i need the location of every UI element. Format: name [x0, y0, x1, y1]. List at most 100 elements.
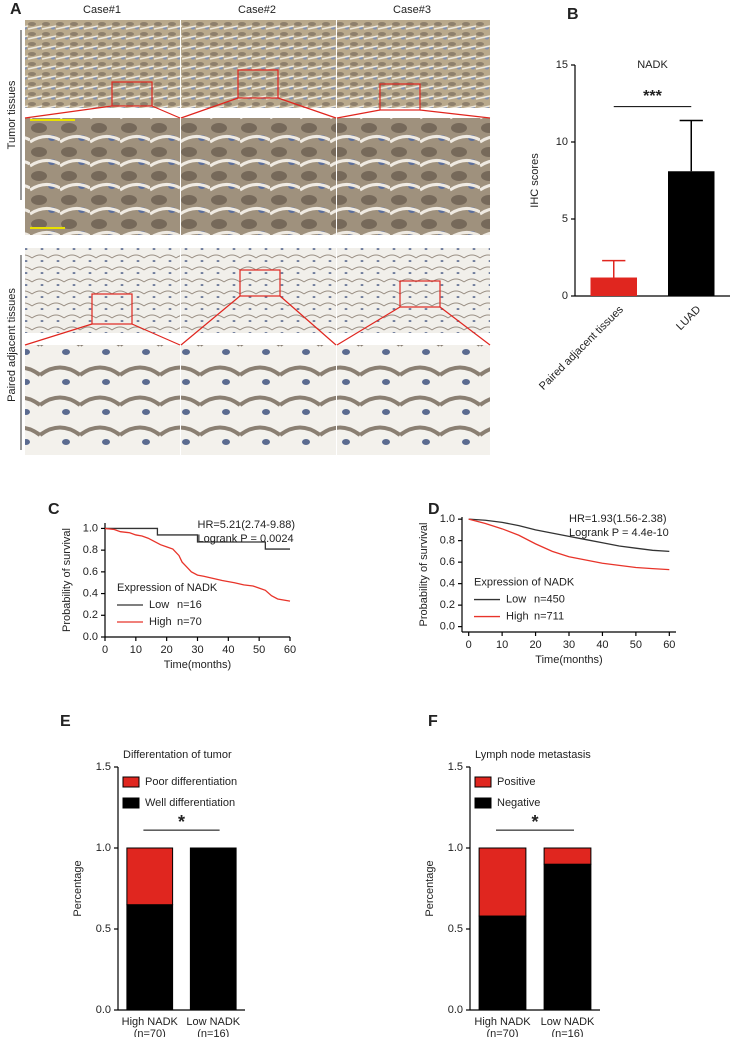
zoom-box — [237, 69, 279, 99]
y-tick-label: 1.0 — [440, 513, 455, 525]
bar-segment — [126, 847, 174, 906]
zoom-box — [399, 280, 441, 308]
micrograph — [181, 20, 336, 108]
x-tick-label: 10 — [130, 644, 142, 656]
zoom-line — [419, 109, 491, 119]
panel-letter: C — [48, 501, 60, 518]
zoom-line — [24, 105, 113, 119]
survival-curve — [468, 518, 670, 553]
annotation: Logrank P = 0.0024 — [198, 533, 294, 545]
y-tick-label: 10 — [556, 136, 568, 148]
y-tick-label: 0.2 — [83, 609, 98, 621]
x-tick-label: Low NADK — [186, 1016, 240, 1028]
y-tick-label: 0.2 — [440, 599, 455, 611]
bar-segment — [543, 847, 592, 865]
bar-segment — [126, 904, 174, 1011]
x-axis-label: Time(months) — [164, 659, 231, 671]
x-tick-label: 60 — [284, 644, 296, 656]
annotation: HR=1.93(1.56-2.38) — [569, 513, 667, 525]
micrograph — [25, 20, 180, 108]
legend-label: High — [506, 610, 529, 622]
y-tick-label: 0.8 — [83, 544, 98, 556]
zoom-line — [277, 97, 337, 119]
x-tick-note: (n=70) — [134, 1028, 166, 1037]
y-tick-label: 1.5 — [96, 761, 111, 773]
x-tick-label: Paired adjacent tissues — [537, 303, 626, 392]
legend-title: Expression of NADK — [474, 576, 575, 588]
y-tick-label: 0.0 — [448, 1004, 463, 1016]
micrograph — [181, 345, 336, 455]
zoom-line — [279, 295, 337, 346]
panel-letter: F — [428, 713, 438, 730]
y-tick-label: 5 — [562, 213, 568, 225]
micrograph — [337, 118, 490, 235]
bar-segment — [543, 863, 592, 1011]
legend-label: Low — [149, 599, 169, 611]
y-axis-label: Percentage — [72, 860, 84, 916]
legend-n: n=16 — [177, 599, 202, 611]
x-tick-label: 60 — [663, 639, 675, 651]
legend-n: n=70 — [177, 616, 202, 628]
zoom-line — [180, 295, 241, 346]
bar-segment — [478, 847, 527, 917]
y-axis-label: IHC scores — [529, 153, 541, 208]
x-tick-label: 50 — [630, 639, 642, 651]
legend-swatch — [122, 776, 140, 788]
micrograph — [25, 248, 180, 333]
bar-segment — [189, 847, 237, 1011]
survival-curve — [104, 527, 291, 602]
x-tick-label: High NADK — [122, 1016, 179, 1028]
zoom-line — [24, 323, 93, 346]
panel-a: A Case#1 Case#2 Case#3 Tumor tissues Pai… — [6, 1, 491, 455]
micrograph — [181, 248, 336, 333]
chart-title: Lymph node metastasis — [475, 749, 591, 761]
significance: * — [531, 812, 538, 832]
zoom-line — [131, 323, 181, 346]
panel-letter: E — [60, 713, 71, 730]
significance: *** — [643, 88, 662, 105]
chart-title: NADK — [637, 59, 668, 71]
legend-label: High — [149, 616, 172, 628]
micrograph — [25, 118, 180, 235]
panel-letter: B — [567, 6, 579, 23]
legend-label: Low — [506, 593, 526, 605]
y-tick-label: 0.0 — [440, 621, 455, 633]
zoom-line — [151, 105, 181, 119]
zoom-box — [111, 81, 153, 107]
x-tick-label: LUAD — [674, 304, 703, 333]
x-tick-label: Low NADK — [541, 1016, 595, 1028]
x-tick-label: 0 — [102, 644, 108, 656]
x-tick-label: 50 — [253, 644, 265, 656]
zoom-line — [439, 306, 491, 346]
chart-title: Differentation of tumor — [123, 749, 232, 761]
x-tick-label: High NADK — [474, 1016, 531, 1028]
y-tick-label: 1.5 — [448, 761, 463, 773]
y-axis-label: Probability of survival — [418, 523, 430, 627]
x-tick-label: 20 — [529, 639, 541, 651]
x-tick-note: (n=16) — [197, 1028, 229, 1037]
bar — [668, 171, 715, 296]
bar-segment — [478, 915, 527, 1011]
y-tick-label: 0.8 — [440, 535, 455, 547]
legend-label: Negative — [497, 797, 540, 809]
y-tick-label: 0.6 — [440, 556, 455, 568]
legend-n: n=450 — [534, 593, 565, 605]
legend-n: n=711 — [534, 610, 564, 622]
y-tick-label: 0.6 — [83, 566, 98, 578]
micrographs — [24, 20, 491, 455]
x-tick-note: (n=70) — [486, 1028, 518, 1037]
survival-curve — [105, 527, 290, 550]
row-label: Tumor tissues — [6, 80, 18, 149]
zoom-box — [379, 83, 421, 111]
panel-letter: A — [10, 1, 22, 18]
zoom-line — [336, 109, 381, 119]
micrograph — [337, 20, 490, 108]
y-tick-label: 15 — [556, 59, 568, 71]
panel-letter: D — [428, 501, 440, 518]
y-axis-label: Probability of survival — [61, 528, 73, 632]
y-tick-label: 0.4 — [83, 587, 98, 599]
column-label: Case#3 — [393, 4, 431, 16]
x-tick-label: 40 — [596, 639, 608, 651]
annotation: Logrank P = 4.4e-10 — [569, 527, 669, 539]
